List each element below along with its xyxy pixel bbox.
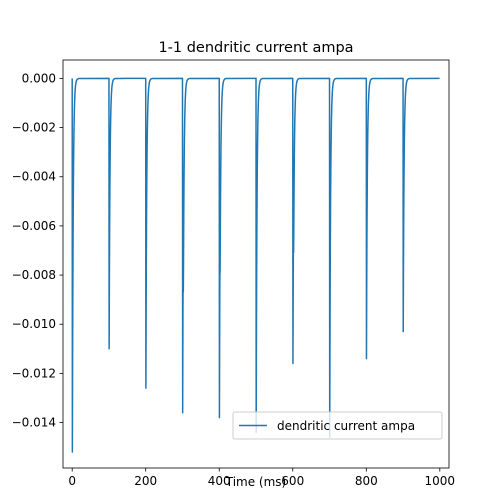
- x-tick-label: 600: [281, 474, 304, 488]
- x-tick-label: 800: [355, 474, 378, 488]
- y-tick-label: −0.006: [12, 219, 56, 233]
- legend-label: dendritic current ampa: [277, 419, 415, 433]
- axes-frame: [62, 59, 450, 469]
- x-axis-label: Time (ms): [225, 475, 287, 489]
- y-tick-label: −0.008: [12, 268, 56, 282]
- x-tick-label: 200: [134, 474, 157, 488]
- legend: dendritic current ampa: [232, 411, 443, 440]
- legend-box: [232, 411, 443, 440]
- y-axis: 0.000 −0.002 −0.004 −0.006 −0.008 −0.010 −0.01…: [12, 71, 63, 430]
- plot-area: [71, 77, 440, 453]
- chart-title: 1-1 dendritic current ampa: [158, 40, 353, 56]
- y-tick-label: −0.010: [12, 317, 56, 331]
- x-tick-label: 400: [208, 474, 231, 488]
- y-tick-label: −0.012: [12, 366, 56, 380]
- y-tick-label: −0.002: [12, 121, 56, 135]
- x-tick-label: 1000: [425, 474, 456, 488]
- y-tick-label: 0.000: [22, 71, 56, 85]
- y-tick-label: −0.014: [12, 416, 56, 430]
- x-tick-label: 0: [68, 474, 76, 488]
- y-tick-label: −0.004: [12, 170, 56, 184]
- series-line: [71, 77, 440, 453]
- x-axis: 0 200 400 600 800 1000: [68, 468, 455, 488]
